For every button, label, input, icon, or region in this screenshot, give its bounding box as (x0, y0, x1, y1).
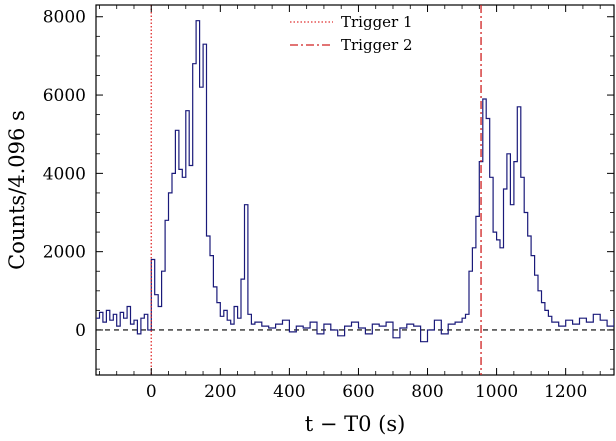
x-axis: 0 200 400 600 800 1000 1200 (99, 5, 601, 402)
x-tick-label: 200 (204, 382, 236, 402)
x-tick-label: 800 (411, 382, 443, 402)
legend-label-trigger-1: Trigger 1 (341, 13, 413, 31)
y-axis-label: Counts/4.096 s (5, 110, 29, 270)
y-tick-label: 0 (75, 321, 86, 341)
legend: Trigger 1 Trigger 2 (290, 13, 413, 54)
plot-frame (95, 4, 615, 376)
x-tick-label: 0 (146, 382, 157, 402)
y-tick-label: 4000 (43, 164, 86, 184)
x-axis-label: t − T0 (s) (305, 412, 406, 436)
x-tick-label: 600 (342, 382, 374, 402)
y-tick-label: 2000 (43, 243, 86, 263)
x-tick-label: 1000 (475, 382, 518, 402)
plot-area (96, 5, 614, 375)
light-curve-series (96, 20, 614, 343)
y-tick-label: 6000 (43, 86, 86, 106)
x-tick-label: 1200 (544, 382, 587, 402)
x-tick-label: 400 (273, 382, 305, 402)
legend-label-trigger-2: Trigger 2 (341, 36, 413, 54)
y-tick-label: 8000 (43, 8, 86, 28)
y-axis: 0 2000 4000 6000 8000 (43, 8, 614, 370)
